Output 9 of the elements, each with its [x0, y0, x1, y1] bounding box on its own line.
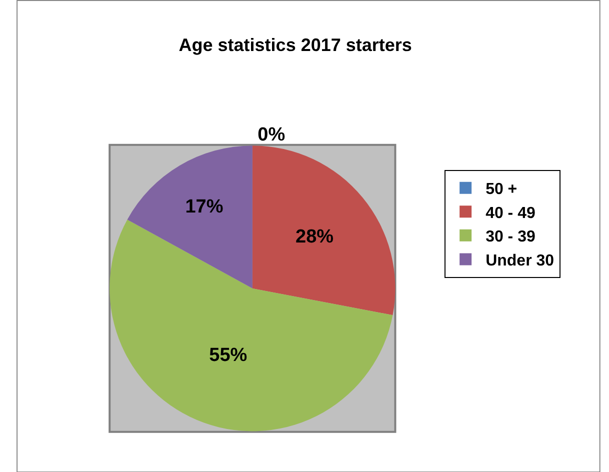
data-label: 17%	[185, 196, 224, 218]
text: 0%	[258, 124, 286, 146]
chart-title: Age statistics 2017 starters	[178, 35, 412, 56]
data-label: 28%	[296, 226, 334, 248]
data-label: 55%	[209, 345, 248, 366]
legend-label: Under 30	[486, 252, 554, 270]
legend-label: 50 +	[486, 181, 518, 198]
legend-label: 40 - 49	[486, 204, 536, 222]
legend-label: 30 - 39	[486, 228, 536, 246]
